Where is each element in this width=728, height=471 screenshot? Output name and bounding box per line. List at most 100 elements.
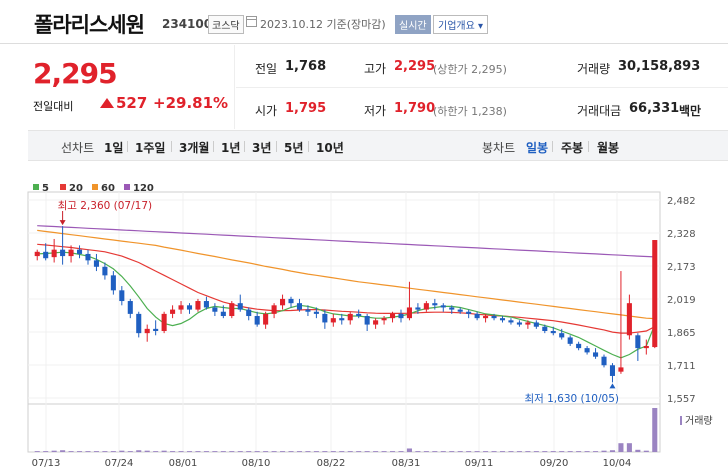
stock-header: 폴라리스세원 234100 코스닥 2023.10.12 기준(장마감) 실시간…	[0, 0, 728, 44]
volume-bar	[85, 451, 91, 452]
y-tick-label: 2,019	[667, 295, 696, 306]
candle-body	[127, 301, 133, 314]
candle-body	[263, 313, 269, 325]
price-chart[interactable]: 거래량 2,4822,3282,1732,0191,8651,7111,557 …	[0, 190, 728, 471]
candle-body	[491, 316, 497, 319]
period-3m[interactable]: 3개월	[179, 141, 210, 155]
volume-bar	[491, 451, 497, 452]
chart-grid	[27, 191, 661, 453]
period-5y[interactable]: 5년	[284, 141, 304, 155]
volume-bar	[398, 451, 404, 452]
volume-bar	[576, 451, 582, 452]
period-1y[interactable]: 1년	[221, 141, 241, 155]
volume-bar	[212, 451, 218, 452]
volume-bar	[457, 451, 463, 452]
volume-label: 거래량	[577, 62, 611, 76]
candle-body	[330, 318, 336, 323]
low-value: 1,790	[394, 101, 436, 116]
plot-border	[27, 191, 661, 453]
legend-ma60: 60	[92, 183, 115, 194]
change-value: 527	[116, 94, 148, 112]
candle-body	[499, 318, 506, 321]
volume-bar	[136, 450, 142, 452]
candle-body	[246, 309, 252, 317]
candle-body	[212, 307, 218, 312]
candle-body	[170, 309, 176, 314]
candle-body	[339, 318, 345, 321]
candle-body	[381, 318, 387, 321]
candle-body	[364, 316, 370, 325]
candle-body	[93, 260, 99, 267]
candle-body	[474, 313, 480, 319]
volume-bar	[466, 451, 472, 452]
volume-bar	[449, 451, 455, 452]
volume-bar	[423, 451, 429, 452]
line-ma60	[37, 229, 655, 320]
candle-monthly[interactable]: 월봉	[597, 141, 620, 155]
candle-body	[449, 307, 455, 310]
volume-bar	[516, 451, 522, 452]
legend-label: 60	[101, 183, 115, 194]
amount-unit: 백만	[679, 104, 702, 118]
candle-body	[136, 313, 142, 334]
x-tick-label: 08/10	[242, 458, 271, 469]
volume-bar	[373, 451, 379, 452]
x-tick-label: 08/01	[169, 458, 198, 469]
volume-bar	[76, 451, 83, 452]
candle-body	[296, 303, 303, 310]
volume-bar	[34, 451, 40, 452]
quote-summary: 2,295 전일대비 527 +29.81% 전일 1,768 고가 2,295…	[0, 45, 728, 129]
candle-body	[322, 313, 328, 323]
candle-body	[567, 337, 573, 344]
candle-body	[516, 322, 522, 325]
high-arrow-icon	[59, 220, 66, 226]
volume-bar	[525, 451, 531, 452]
legend-ma20: 20	[60, 183, 83, 194]
realtime-button[interactable]: 실시간	[395, 15, 431, 34]
separator	[308, 141, 309, 152]
quote-date: 2023.10.12 기준(장마감)	[260, 18, 386, 31]
volume-bars: 거래량	[34, 408, 713, 452]
volume-bar	[567, 451, 573, 452]
volume-bar	[60, 450, 66, 452]
up-arrow-icon	[100, 98, 114, 108]
period-10y[interactable]: 10년	[316, 141, 344, 155]
period-1d[interactable]: 1일	[104, 141, 124, 155]
volume-bar	[119, 450, 125, 452]
y-axis-labels: 2,482 2,328 2,173 2,019 1,865 1,711 1,557	[667, 196, 696, 405]
low-annotation: 최저 1,630 (10/05)	[524, 393, 619, 405]
volume-bar	[322, 451, 328, 452]
candle-daily[interactable]: 일봉	[526, 141, 549, 155]
candle-body	[593, 352, 599, 357]
high-annotation: 최고 2,360 (07/17)	[58, 200, 153, 212]
volume-bar	[178, 451, 184, 452]
row-divider	[236, 87, 728, 88]
candle-chart-label: 봉차트	[482, 141, 516, 155]
volume-bar	[161, 450, 167, 452]
chart-annotations: 최고 2,360 (07/17) 최저 1,630 (10/05)	[58, 200, 619, 405]
y-tick-label: 2,173	[667, 262, 696, 273]
period-1w[interactable]: 1주일	[135, 141, 166, 155]
candle-body	[313, 311, 319, 314]
period-3y[interactable]: 3년	[252, 141, 272, 155]
legend-ma5: 5	[33, 183, 49, 194]
candle-body	[609, 365, 616, 376]
open-value: 1,795	[285, 101, 327, 116]
candle-body	[254, 316, 260, 325]
company-overview-button[interactable]: 기업개요 ▾	[433, 15, 488, 34]
open-label: 시가	[255, 104, 278, 118]
x-tick-label: 07/24	[105, 458, 134, 469]
y-tick-label: 1,557	[667, 394, 696, 405]
volume-bar	[203, 451, 209, 452]
volume-bar	[483, 451, 489, 452]
candle-weekly[interactable]: 주봉	[561, 141, 584, 155]
prev-close-value: 1,768	[285, 59, 327, 74]
candle-body	[85, 253, 91, 261]
candle-body	[542, 326, 548, 332]
volume-bar	[635, 449, 641, 452]
candle-body	[102, 266, 108, 276]
candlesticks	[34, 226, 658, 383]
volume-bar	[288, 451, 294, 452]
y-tick-label: 1,865	[667, 328, 696, 339]
candle-body	[466, 311, 472, 314]
